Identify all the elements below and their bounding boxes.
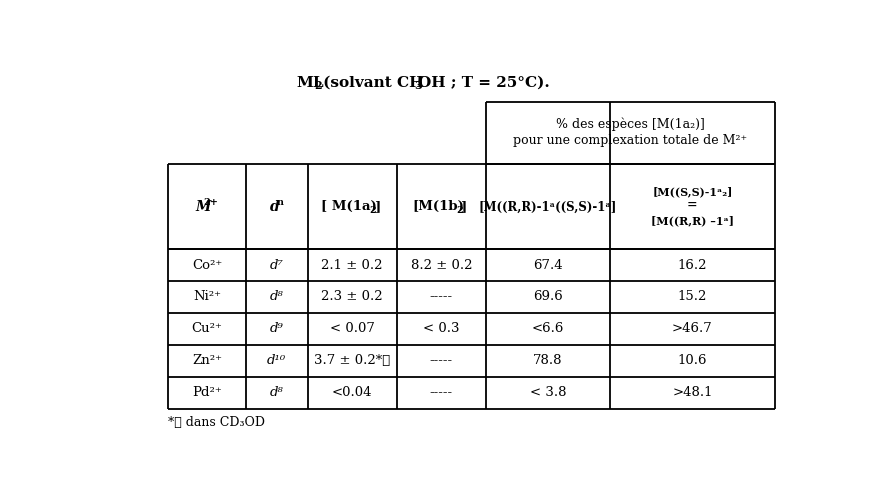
Text: -----: ----- — [429, 354, 453, 367]
Text: 69.6: 69.6 — [533, 290, 562, 303]
Text: 10.6: 10.6 — [678, 354, 708, 367]
Text: d⁸: d⁸ — [269, 386, 283, 399]
Text: 16.2: 16.2 — [678, 258, 708, 271]
Text: (solvant CH: (solvant CH — [319, 76, 424, 90]
Text: <6.6: <6.6 — [532, 322, 564, 335]
Text: < 0.3: < 0.3 — [423, 322, 459, 335]
Text: 2: 2 — [457, 206, 463, 215]
Text: Ni²⁺: Ni²⁺ — [193, 290, 221, 303]
Text: M: M — [195, 200, 210, 214]
Text: [M(1b): [M(1b) — [412, 200, 464, 213]
Text: -----: ----- — [429, 386, 453, 399]
Text: 2.1 ± 0.2: 2.1 ± 0.2 — [321, 258, 383, 271]
Text: [M((R,R)-1ᵃ((S,S)-1ᵃ]: [M((R,R)-1ᵃ((S,S)-1ᵃ] — [479, 200, 617, 213]
Text: 2: 2 — [314, 81, 321, 92]
Text: pour une complexation totale de M²⁺: pour une complexation totale de M²⁺ — [513, 134, 747, 147]
Text: 2.3 ± 0.2: 2.3 ± 0.2 — [321, 290, 383, 303]
Text: ]: ] — [461, 200, 467, 213]
Text: 8.2 ± 0.2: 8.2 ± 0.2 — [411, 258, 472, 271]
Text: [ M(1a): [ M(1a) — [321, 200, 377, 213]
Text: Pd²⁺: Pd²⁺ — [192, 386, 222, 399]
Text: % des espèces [M(1a₂)]: % des espèces [M(1a₂)] — [556, 118, 705, 131]
Text: n: n — [277, 198, 284, 207]
Text: [M((R,R) –1ᵃ]: [M((R,R) –1ᵃ] — [651, 215, 734, 226]
Text: d⁹: d⁹ — [269, 322, 283, 335]
Text: >46.7: >46.7 — [672, 322, 713, 335]
Text: d⁸: d⁸ — [269, 290, 283, 303]
Text: < 3.8: < 3.8 — [530, 386, 566, 399]
Text: [M((S,S)-1ᵃ₂]: [M((S,S)-1ᵃ₂] — [652, 186, 733, 197]
Text: 67.4: 67.4 — [533, 258, 562, 271]
Text: 78.8: 78.8 — [533, 354, 562, 367]
Text: d⁷: d⁷ — [269, 258, 283, 271]
Text: OH ; T = 25°C).: OH ; T = 25°C). — [419, 76, 550, 90]
Text: < 0.07: < 0.07 — [330, 322, 375, 335]
Text: 3.7 ± 0.2*⧣: 3.7 ± 0.2*⧣ — [314, 354, 391, 367]
Text: d: d — [269, 200, 279, 214]
Text: d¹⁰: d¹⁰ — [267, 354, 286, 367]
Text: =: = — [687, 199, 698, 212]
Text: >48.1: >48.1 — [672, 386, 713, 399]
Text: Co²⁺: Co²⁺ — [192, 258, 222, 271]
Text: 3: 3 — [414, 81, 422, 92]
Text: -----: ----- — [429, 290, 453, 303]
Text: 2: 2 — [370, 206, 377, 215]
Text: 15.2: 15.2 — [678, 290, 708, 303]
Text: Cu²⁺: Cu²⁺ — [192, 322, 223, 335]
Text: <0.04: <0.04 — [332, 386, 372, 399]
Text: Zn²⁺: Zn²⁺ — [192, 354, 222, 367]
Text: ML: ML — [296, 76, 324, 90]
Text: 2+: 2+ — [203, 198, 218, 207]
Text: *⧣ dans CD₃OD: *⧣ dans CD₃OD — [168, 416, 265, 429]
Text: ]: ] — [375, 200, 381, 213]
